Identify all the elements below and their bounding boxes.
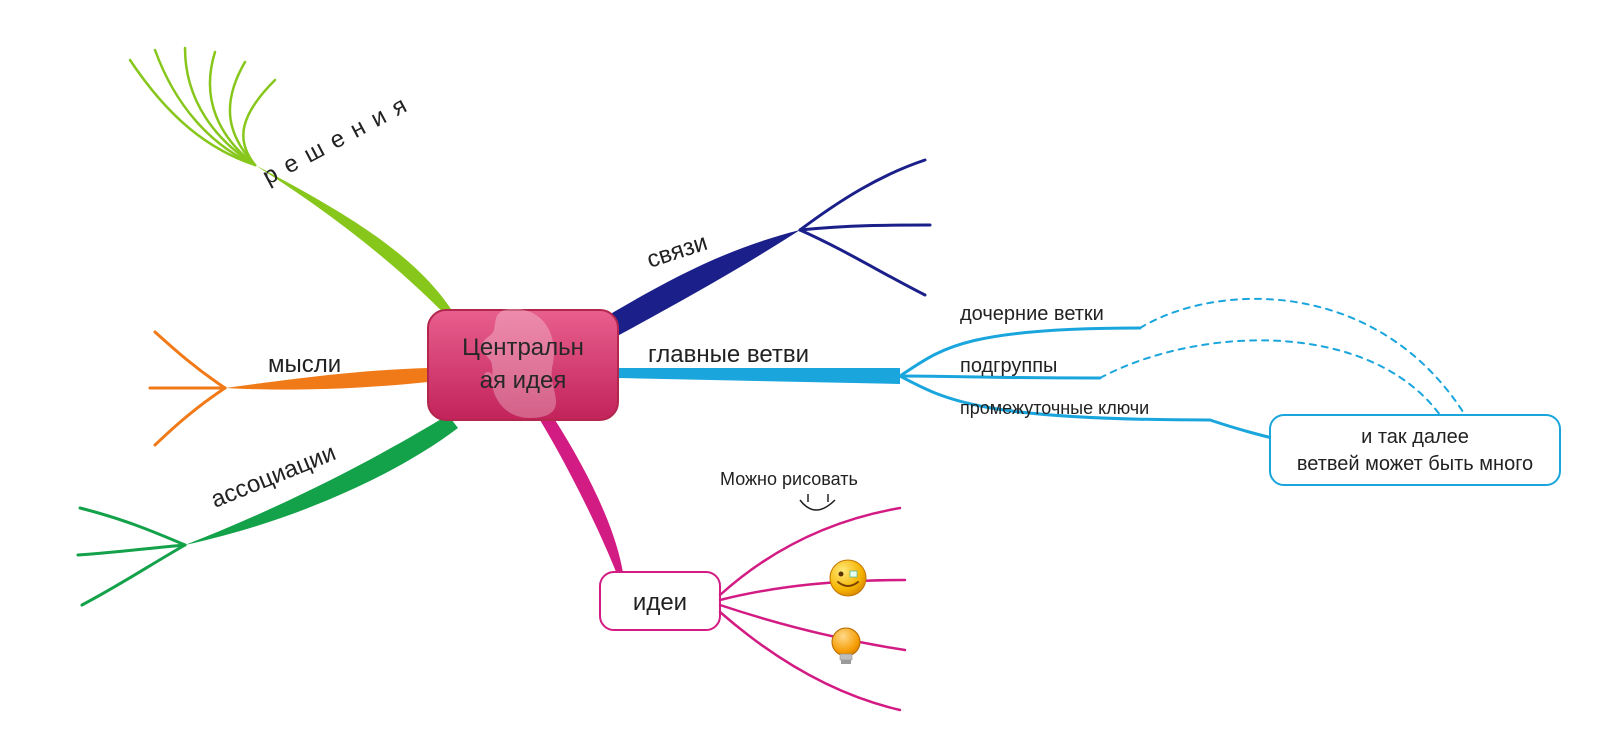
mindmap-canvas: решения связи главные ветви дочерние вет… <box>0 0 1600 736</box>
smiley-icon <box>830 560 866 596</box>
label-promezh: промежуточные ключи <box>960 398 1149 418</box>
branch-svyazi: связи <box>600 160 930 340</box>
label-podgruppy: подгруппы <box>960 355 1057 377</box>
label-glavnye: главные ветви <box>648 341 809 368</box>
handwritten-note: Можно рисовать <box>720 469 858 489</box>
central-node: Центральн ая идея <box>428 309 618 421</box>
branch-glavnye: главные ветви дочерние ветки подгруппы п… <box>618 299 1560 485</box>
branch-idei: идеи Можно рисовать <box>540 420 905 710</box>
branch-mysli: мысли <box>150 332 428 445</box>
central-label-2: ая идея <box>480 367 567 394</box>
label-idei: идеи <box>633 589 687 616</box>
note-line1: и так далее <box>1361 426 1469 448</box>
central-label-1: Центральн <box>462 334 584 361</box>
note-line2: ветвей может быть много <box>1297 453 1533 475</box>
doodle-smile <box>800 494 835 510</box>
branch-assoc: ассоциации <box>78 415 458 605</box>
label-mysli: мысли <box>268 351 341 378</box>
label-dochernie: дочерние ветки <box>960 303 1104 325</box>
label-resheniya: решения <box>258 87 420 190</box>
bulb-icon <box>832 628 860 664</box>
branch-resheniya: решения <box>130 48 460 330</box>
